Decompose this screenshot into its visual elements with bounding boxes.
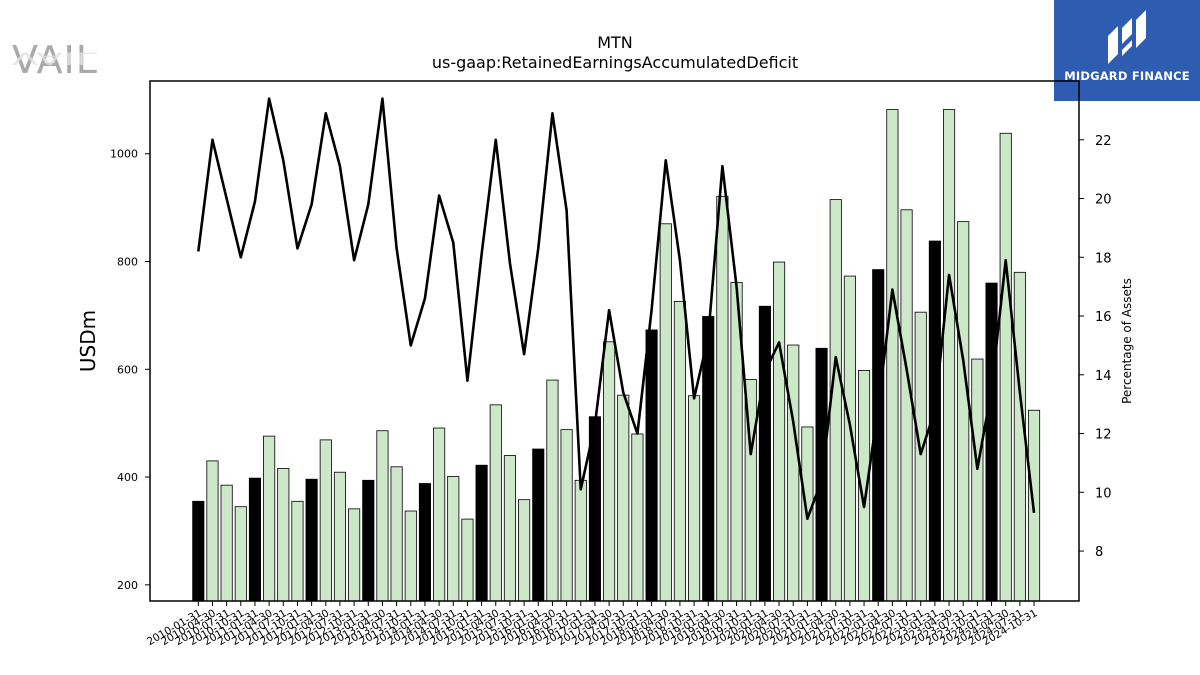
vail-logo: VAIL VAIL	[6, 18, 98, 82]
bar	[631, 433, 644, 602]
bar	[617, 394, 630, 602]
y-tick-label: 600	[117, 363, 138, 376]
bar	[900, 209, 913, 602]
bar	[886, 109, 899, 602]
bar	[489, 404, 502, 602]
bar	[234, 506, 247, 602]
bar	[418, 483, 431, 602]
y2-tick-label: 8	[1095, 545, 1103, 560]
bar	[192, 500, 205, 602]
vail-logo-text: VAIL	[12, 38, 98, 82]
bar	[773, 261, 786, 602]
bar	[943, 109, 956, 602]
chart-subtitle: us-gaap:RetainedEarningsAccumulatedDefic…	[432, 53, 798, 72]
bar-series	[192, 109, 1041, 602]
bar	[673, 300, 686, 602]
y2-tick-label: 12	[1095, 428, 1112, 443]
y2-tick-label: 18	[1095, 251, 1112, 266]
bar	[716, 195, 729, 602]
bar	[843, 275, 856, 602]
percentage-of-assets-line	[197, 97, 1036, 521]
right-axis: 8 10 12 14 16 18 20 22	[1079, 134, 1112, 560]
midgard-finance-text: MIDGARD FINANCE	[1064, 69, 1190, 83]
bar	[688, 395, 701, 602]
bar	[291, 500, 304, 602]
bar	[319, 439, 332, 602]
y2-tick-label: 14	[1095, 369, 1112, 384]
y2-tick-label: 22	[1095, 134, 1112, 149]
y-axis-label: USDm	[76, 310, 100, 372]
x-axis: 2010-01-312010-04-302010-07-312010-10-31…	[145, 601, 1040, 648]
bar	[447, 476, 460, 602]
bar	[206, 460, 219, 602]
y-tick-label: 200	[117, 579, 138, 592]
bar	[376, 430, 389, 602]
y2-tick-label: 10	[1095, 486, 1112, 501]
bar	[971, 358, 984, 602]
bar	[985, 282, 998, 602]
bar	[546, 379, 559, 602]
bar	[574, 479, 587, 602]
line-series	[197, 97, 1036, 521]
bar	[645, 329, 658, 602]
bar	[277, 468, 290, 602]
bar	[475, 464, 488, 602]
bar	[518, 499, 531, 602]
bar	[305, 478, 318, 602]
y-tick-label: 400	[117, 471, 138, 484]
bar	[787, 344, 800, 602]
bar	[461, 518, 474, 602]
bar	[390, 466, 403, 602]
y-tick-label: 1000	[110, 148, 138, 161]
y2-axis-label: Percentage of Assets	[1120, 278, 1134, 404]
bar	[957, 221, 970, 602]
left-axis: 200 400 600 800 1000	[110, 148, 150, 592]
y2-tick-label: 16	[1095, 310, 1112, 325]
bar	[603, 341, 616, 602]
bar	[659, 223, 672, 602]
bar	[220, 484, 233, 602]
bar	[404, 510, 417, 602]
bar	[433, 427, 446, 602]
y2-tick-label: 20	[1095, 193, 1112, 208]
bar	[362, 479, 375, 602]
midgard-emblem-icon	[1108, 10, 1146, 64]
bar	[263, 435, 276, 602]
plot-frame	[149, 80, 1080, 602]
bar	[503, 455, 516, 602]
bar	[914, 311, 927, 602]
bar	[560, 429, 573, 602]
bar	[248, 477, 262, 602]
chart-title: MTN	[597, 33, 633, 52]
bar	[348, 508, 361, 602]
bar	[758, 305, 771, 602]
bar	[999, 132, 1012, 602]
bar	[532, 448, 545, 602]
bar	[333, 471, 346, 602]
y-tick-label: 800	[117, 256, 138, 269]
